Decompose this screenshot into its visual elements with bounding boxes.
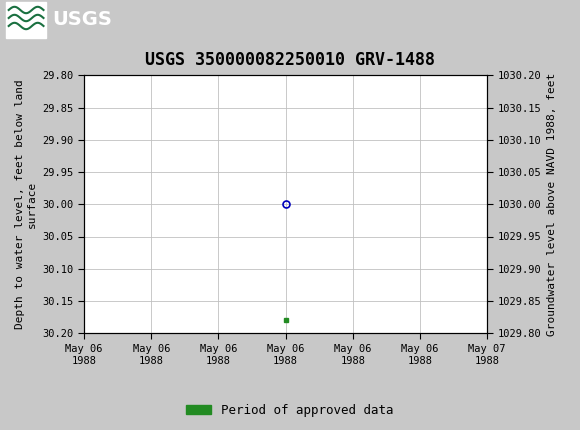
Legend: Period of approved data: Period of approved data xyxy=(181,399,399,421)
Y-axis label: Depth to water level, feet below land
surface: Depth to water level, feet below land su… xyxy=(15,80,37,329)
Y-axis label: Groundwater level above NAVD 1988, feet: Groundwater level above NAVD 1988, feet xyxy=(547,73,557,336)
Text: USGS 350000082250010 GRV-1488: USGS 350000082250010 GRV-1488 xyxy=(145,51,435,69)
Bar xyxy=(6,2,46,38)
Text: USGS: USGS xyxy=(52,10,112,30)
